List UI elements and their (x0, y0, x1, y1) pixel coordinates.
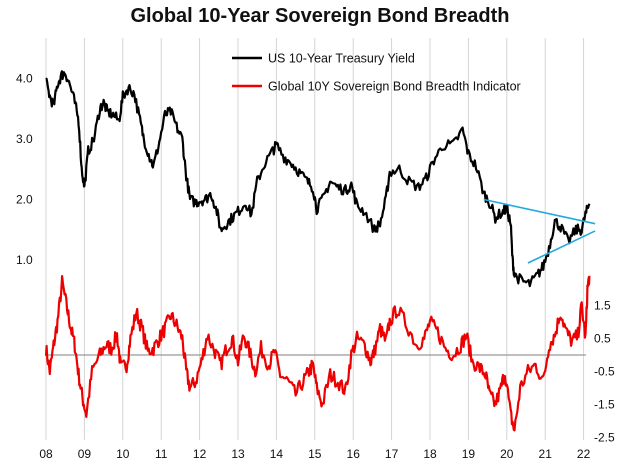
trend-line-1 (483, 198, 596, 225)
right-tick-label: 0.5 (594, 332, 611, 346)
x-tick-label: 09 (78, 447, 92, 461)
x-tick-label: 18 (423, 447, 437, 461)
right-tick-label: -1.5 (594, 398, 615, 412)
right-axis: 1.5 0.5 -0.5 -1.5 -2.5 (594, 299, 615, 445)
x-tick-label: 21 (539, 447, 553, 461)
left-tick-label: 3.0 (16, 132, 33, 146)
x-tick-label: 19 (462, 447, 476, 461)
trend-line-2 (527, 230, 596, 264)
x-tick-label: 08 (39, 447, 53, 461)
legend-label-1: US 10-Year Treasury Yield (268, 52, 415, 66)
legend: US 10-Year Treasury Yield Global 10Y Sove… (232, 52, 521, 94)
right-tick-label: -0.5 (594, 365, 615, 379)
x-tick-label: 17 (385, 447, 399, 461)
left-tick-label: 4.0 (16, 72, 33, 86)
x-tick-label: 10 (116, 447, 130, 461)
x-tick-label: 15 (308, 447, 322, 461)
x-axis: 08 09 10 11 12 13 14 15 16 17 18 19 20 21 22 (39, 447, 590, 461)
left-tick-label: 2.0 (16, 193, 33, 207)
chart-title: Global 10-Year Sovereign Bond Breadth (131, 5, 510, 27)
x-tick-label: 22 (577, 447, 591, 461)
left-tick-label: 1.0 (16, 253, 33, 267)
x-tick-label: 16 (347, 447, 361, 461)
x-tick-label: 14 (270, 447, 284, 461)
series-group (44, 70, 591, 432)
x-tick-label: 20 (500, 447, 514, 461)
trend-lines (483, 198, 596, 264)
x-tick-label: 11 (155, 447, 168, 461)
legend-label-2: Global 10Y Sovereign Bond Breadth Indica… (268, 80, 521, 94)
right-tick-label: 1.5 (594, 299, 611, 313)
x-tick-label: 13 (231, 447, 245, 461)
right-tick-label: -2.5 (594, 431, 615, 445)
series-us10y-line (45, 70, 591, 288)
x-tick-label: 12 (193, 447, 207, 461)
left-axis: 4.0 3.0 2.0 1.0 (16, 72, 33, 268)
series-breadth-line (44, 275, 591, 432)
